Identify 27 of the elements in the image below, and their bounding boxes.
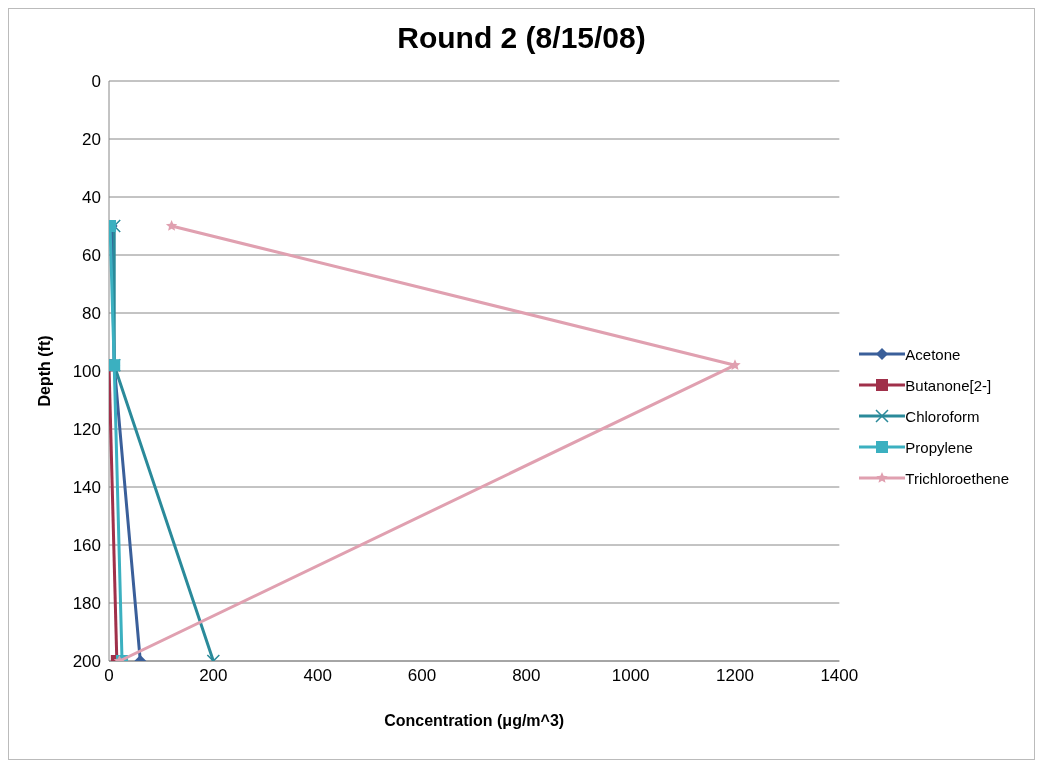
y-tick-label: 200 [72,652,101,672]
x-tick-label: 0 [104,666,114,686]
x-tick-label: 1000 [611,666,650,686]
x-tick-label: 200 [199,666,228,686]
legend-label: Chloroform [905,407,980,425]
legend-label: Acetone [905,345,961,363]
legend-label: Trichloroethene [905,469,1009,487]
x-axis-title: Concentration (μg/m^3) [384,712,565,729]
y-tick-label: 60 [82,246,101,266]
y-tick-label: 160 [72,536,101,556]
y-tick-label: 100 [72,362,101,382]
legend-label: Propylene [905,438,973,456]
y-tick-label: 140 [72,478,101,498]
chart-title: Round 2 (8/15/08) [396,20,647,56]
y-tick-label: 120 [72,420,101,440]
y-tick-label: 0 [91,72,101,92]
y-tick-label: 20 [82,130,101,150]
y-axis-title: Depth (ft) [35,335,53,407]
y-tick-label: 40 [82,188,101,208]
x-tick-label: 1400 [820,666,859,686]
x-tick-label: 600 [407,666,437,686]
x-tick-label: 800 [512,666,541,686]
y-tick-label: 180 [72,594,101,614]
y-tick-label: 80 [82,304,101,324]
legend-label: Butanone[2-] [905,376,992,394]
x-tick-label: 1200 [716,666,754,686]
x-tick-label: 400 [303,666,332,686]
